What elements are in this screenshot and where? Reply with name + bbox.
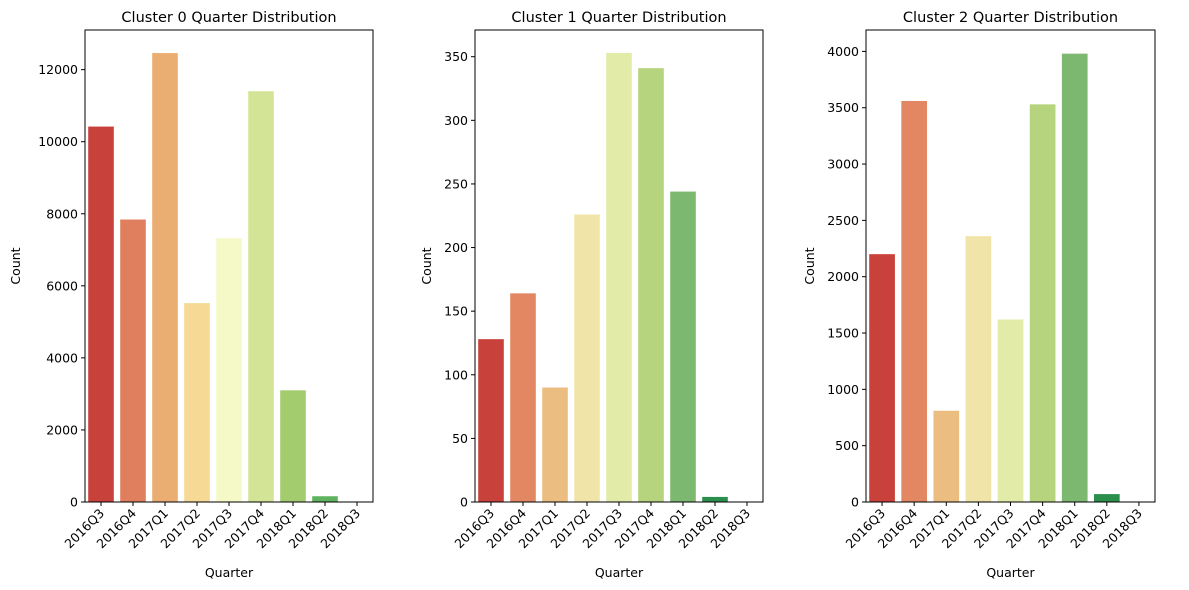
bar-2017Q3 bbox=[606, 52, 632, 503]
y-tick-label: 200 bbox=[444, 240, 468, 255]
y-axis: 0 2000 4000 6000 8000 10000 12000 bbox=[38, 62, 85, 510]
chart-panel-cluster-0: Cluster 0 Quarter Distribution 0 2000 4000… bbox=[8, 10, 374, 580]
bars-group bbox=[88, 53, 338, 503]
y-tick-label: 4000 bbox=[827, 44, 859, 59]
bar-2018Q2 bbox=[1093, 494, 1120, 502]
bar-2018Q1 bbox=[670, 191, 696, 502]
y-tick-label: 1000 bbox=[827, 382, 859, 397]
bar-2017Q2 bbox=[574, 214, 600, 502]
bar-2016Q3 bbox=[88, 126, 114, 502]
y-tick-label: 0 bbox=[460, 495, 468, 510]
bar-2016Q3 bbox=[478, 339, 504, 502]
bar-2017Q1 bbox=[542, 387, 568, 502]
bar-2017Q2 bbox=[965, 236, 992, 502]
chart-panel-cluster-2: Cluster 2 Quarter Distribution 0 500 1000 1… bbox=[802, 10, 1156, 580]
y-tick-label: 350 bbox=[444, 49, 468, 64]
bars-group bbox=[869, 53, 1120, 502]
y-tick-label: 4000 bbox=[46, 350, 78, 365]
bar-2016Q4 bbox=[120, 219, 146, 502]
bar-2017Q4 bbox=[638, 68, 664, 503]
y-tick-label: 150 bbox=[444, 304, 468, 319]
plot-frame bbox=[865, 29, 1156, 503]
y-tick-label: 0 bbox=[70, 495, 78, 510]
y-tick-label: 50 bbox=[452, 431, 468, 446]
y-axis-label: Count bbox=[802, 247, 817, 284]
y-tick-label: 250 bbox=[444, 176, 468, 191]
bar-2017Q1 bbox=[152, 53, 178, 503]
bar-2017Q2 bbox=[184, 303, 210, 502]
y-tick-label: 300 bbox=[444, 113, 468, 128]
y-axis: 0 500 1000 1500 2000 2500 3000 3500 4000 bbox=[827, 44, 866, 510]
chart-title: Cluster 1 Quarter Distribution bbox=[511, 10, 726, 26]
bar-2018Q1 bbox=[1061, 53, 1088, 502]
y-tick-label: 100 bbox=[444, 367, 468, 382]
y-tick-label: 0 bbox=[851, 495, 859, 510]
y-tick-label: 10000 bbox=[38, 134, 78, 149]
bar-2017Q1 bbox=[933, 410, 960, 502]
y-tick-label: 6000 bbox=[46, 278, 78, 293]
bar-2016Q4 bbox=[510, 293, 536, 502]
bar-2018Q1 bbox=[280, 390, 306, 502]
y-tick-label: 500 bbox=[835, 438, 859, 453]
bar-2017Q4 bbox=[1029, 104, 1056, 502]
bar-2017Q4 bbox=[248, 91, 274, 502]
bar-2018Q2 bbox=[312, 496, 338, 502]
chart-title: Cluster 2 Quarter Distribution bbox=[903, 10, 1118, 26]
y-axis: 0 50 100 150 200 250 300 350 bbox=[444, 49, 475, 510]
y-tick-label: 12000 bbox=[38, 62, 78, 77]
x-axis-label: Quarter bbox=[986, 565, 1035, 580]
y-axis-label: Count bbox=[419, 247, 434, 284]
y-tick-label: 3000 bbox=[827, 157, 859, 172]
plot-frame bbox=[84, 29, 374, 503]
y-tick-label: 3500 bbox=[827, 100, 859, 115]
bar-2016Q3 bbox=[869, 254, 895, 502]
bar-2018Q2 bbox=[702, 496, 728, 502]
bars-group bbox=[478, 52, 728, 503]
bar-2017Q3 bbox=[216, 238, 242, 502]
x-axis-label: Quarter bbox=[205, 565, 254, 580]
y-tick-label: 2000 bbox=[46, 422, 78, 437]
y-axis-label: Count bbox=[8, 247, 23, 284]
x-axis-label: Quarter bbox=[595, 565, 644, 580]
y-tick-label: 1500 bbox=[827, 326, 859, 341]
bar-2016Q4 bbox=[901, 100, 928, 502]
plot-frame bbox=[474, 29, 764, 503]
chart-title: Cluster 0 Quarter Distribution bbox=[121, 10, 336, 26]
y-tick-label: 2500 bbox=[827, 213, 859, 228]
y-tick-label: 8000 bbox=[46, 206, 78, 221]
bar-2017Q3 bbox=[997, 319, 1024, 502]
y-tick-label: 2000 bbox=[827, 269, 859, 284]
